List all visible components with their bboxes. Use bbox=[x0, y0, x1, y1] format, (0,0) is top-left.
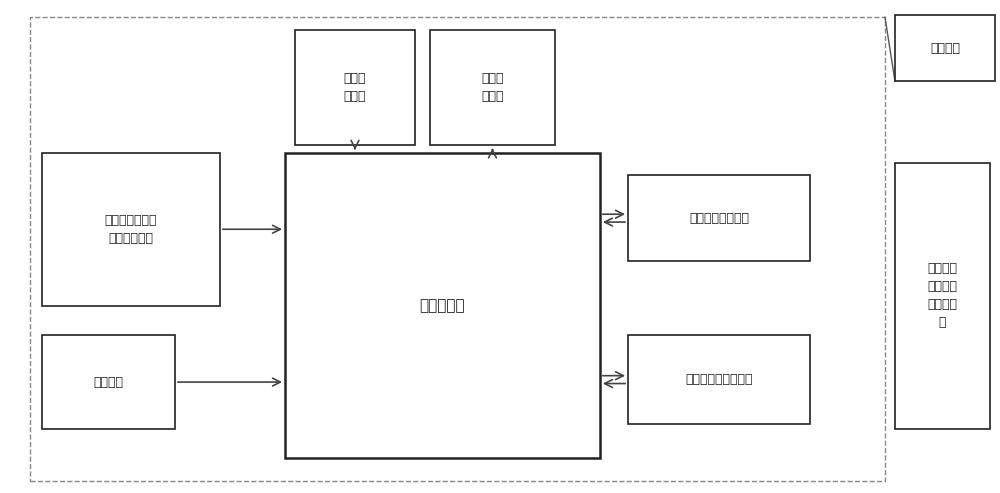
Text: 控制系统: 控制系统 bbox=[930, 41, 960, 55]
Text: 空中巡检
飞行机器
人降落平
台: 空中巡检 飞行机器 人降落平 台 bbox=[928, 262, 958, 329]
Bar bbox=[42, 335, 175, 429]
Text: 运动控
制模块: 运动控 制模块 bbox=[481, 72, 504, 103]
Text: 任务分解与规划模块: 任务分解与规划模块 bbox=[685, 373, 753, 386]
Text: 第一控制器: 第一控制器 bbox=[420, 298, 465, 313]
Bar bbox=[285, 153, 600, 458]
Bar bbox=[895, 15, 995, 81]
Bar bbox=[30, 17, 885, 481]
Text: 多传感器数据采
集及控制模块: 多传感器数据采 集及控制模块 bbox=[105, 214, 157, 245]
Bar bbox=[628, 175, 810, 261]
Text: 能源管
理模块: 能源管 理模块 bbox=[344, 72, 366, 103]
Bar bbox=[42, 153, 220, 306]
Text: 第一无线通信模块: 第一无线通信模块 bbox=[689, 211, 749, 225]
Text: 导航模块: 导航模块 bbox=[94, 376, 124, 388]
Bar bbox=[895, 163, 990, 429]
Bar bbox=[430, 30, 555, 145]
Bar bbox=[295, 30, 415, 145]
Bar bbox=[628, 335, 810, 424]
